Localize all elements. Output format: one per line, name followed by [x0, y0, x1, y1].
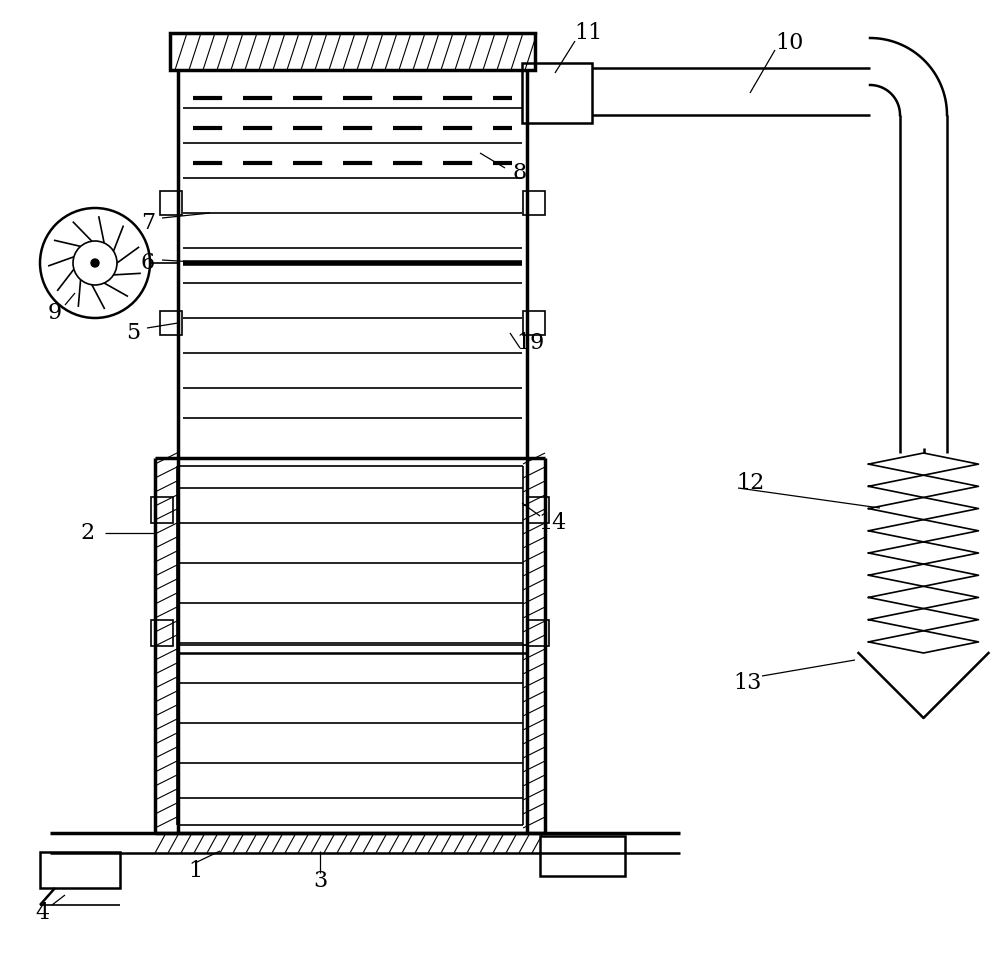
- Bar: [523, 311, 545, 335]
- Text: 3: 3: [313, 870, 327, 892]
- Text: 19: 19: [516, 332, 544, 354]
- Bar: [523, 191, 545, 215]
- Bar: [527, 497, 549, 523]
- Text: 7: 7: [141, 212, 155, 234]
- Text: 2: 2: [81, 522, 95, 544]
- Text: 14: 14: [538, 512, 566, 534]
- Text: 13: 13: [734, 672, 762, 694]
- Bar: [540, 836, 625, 876]
- Text: 1: 1: [188, 860, 202, 882]
- Bar: [527, 620, 549, 646]
- Text: 6: 6: [141, 252, 155, 274]
- Circle shape: [91, 259, 99, 267]
- Bar: [522, 63, 592, 123]
- Text: 4: 4: [35, 902, 49, 924]
- Text: 5: 5: [126, 322, 140, 344]
- Text: 12: 12: [736, 472, 764, 494]
- Bar: [170, 33, 535, 70]
- Text: 8: 8: [513, 162, 527, 184]
- Bar: [40, 852, 120, 888]
- Text: 11: 11: [574, 22, 602, 44]
- Text: 10: 10: [776, 32, 804, 54]
- Text: 9: 9: [48, 302, 62, 324]
- Bar: [151, 497, 173, 523]
- Bar: [151, 620, 173, 646]
- Bar: [160, 191, 182, 215]
- Bar: [160, 311, 182, 335]
